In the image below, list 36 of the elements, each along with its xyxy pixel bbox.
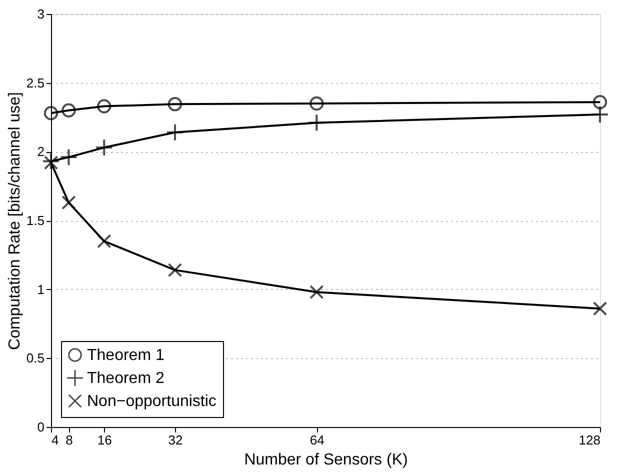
point xyxy=(592,301,608,316)
point xyxy=(95,138,114,156)
x-tick-label: 64 xyxy=(310,432,324,448)
point xyxy=(44,106,58,120)
x-tick-label: 32 xyxy=(168,432,183,448)
point xyxy=(42,152,60,170)
y-axis-title: Computation Rate [bits/channel use] xyxy=(6,92,24,350)
x-axis-title: Number of Sensors (K) xyxy=(244,452,408,468)
point xyxy=(592,94,608,110)
point xyxy=(62,103,76,118)
point xyxy=(44,156,58,170)
y-tick-label: 1.5 xyxy=(26,213,44,228)
legend-label: Theorem 2 xyxy=(87,370,164,387)
y-tick-label: 2 xyxy=(37,144,44,160)
y-tick-label: 2.5 xyxy=(26,75,44,90)
point xyxy=(62,195,76,210)
point xyxy=(60,148,78,166)
x-tick-label: 4 xyxy=(52,432,59,448)
point xyxy=(168,97,182,112)
x-tick-label: 8 xyxy=(66,432,73,448)
legend-label: Non−opportunistic xyxy=(87,393,216,410)
point xyxy=(308,114,326,132)
point xyxy=(97,234,112,248)
point xyxy=(310,96,324,111)
x-tick-label: 16 xyxy=(97,432,112,448)
point xyxy=(166,123,184,142)
y-tick-label: 3 xyxy=(37,6,44,22)
y-tick-label: 0.5 xyxy=(26,350,44,366)
legend-label: Theorem 1 xyxy=(87,347,164,364)
point xyxy=(168,262,182,278)
point xyxy=(591,106,609,124)
y-tick-label: 0 xyxy=(37,420,44,434)
y-tick-label: 1 xyxy=(37,282,44,297)
point xyxy=(97,99,112,114)
point xyxy=(310,284,324,300)
x-tick-label: 128 xyxy=(578,432,600,448)
